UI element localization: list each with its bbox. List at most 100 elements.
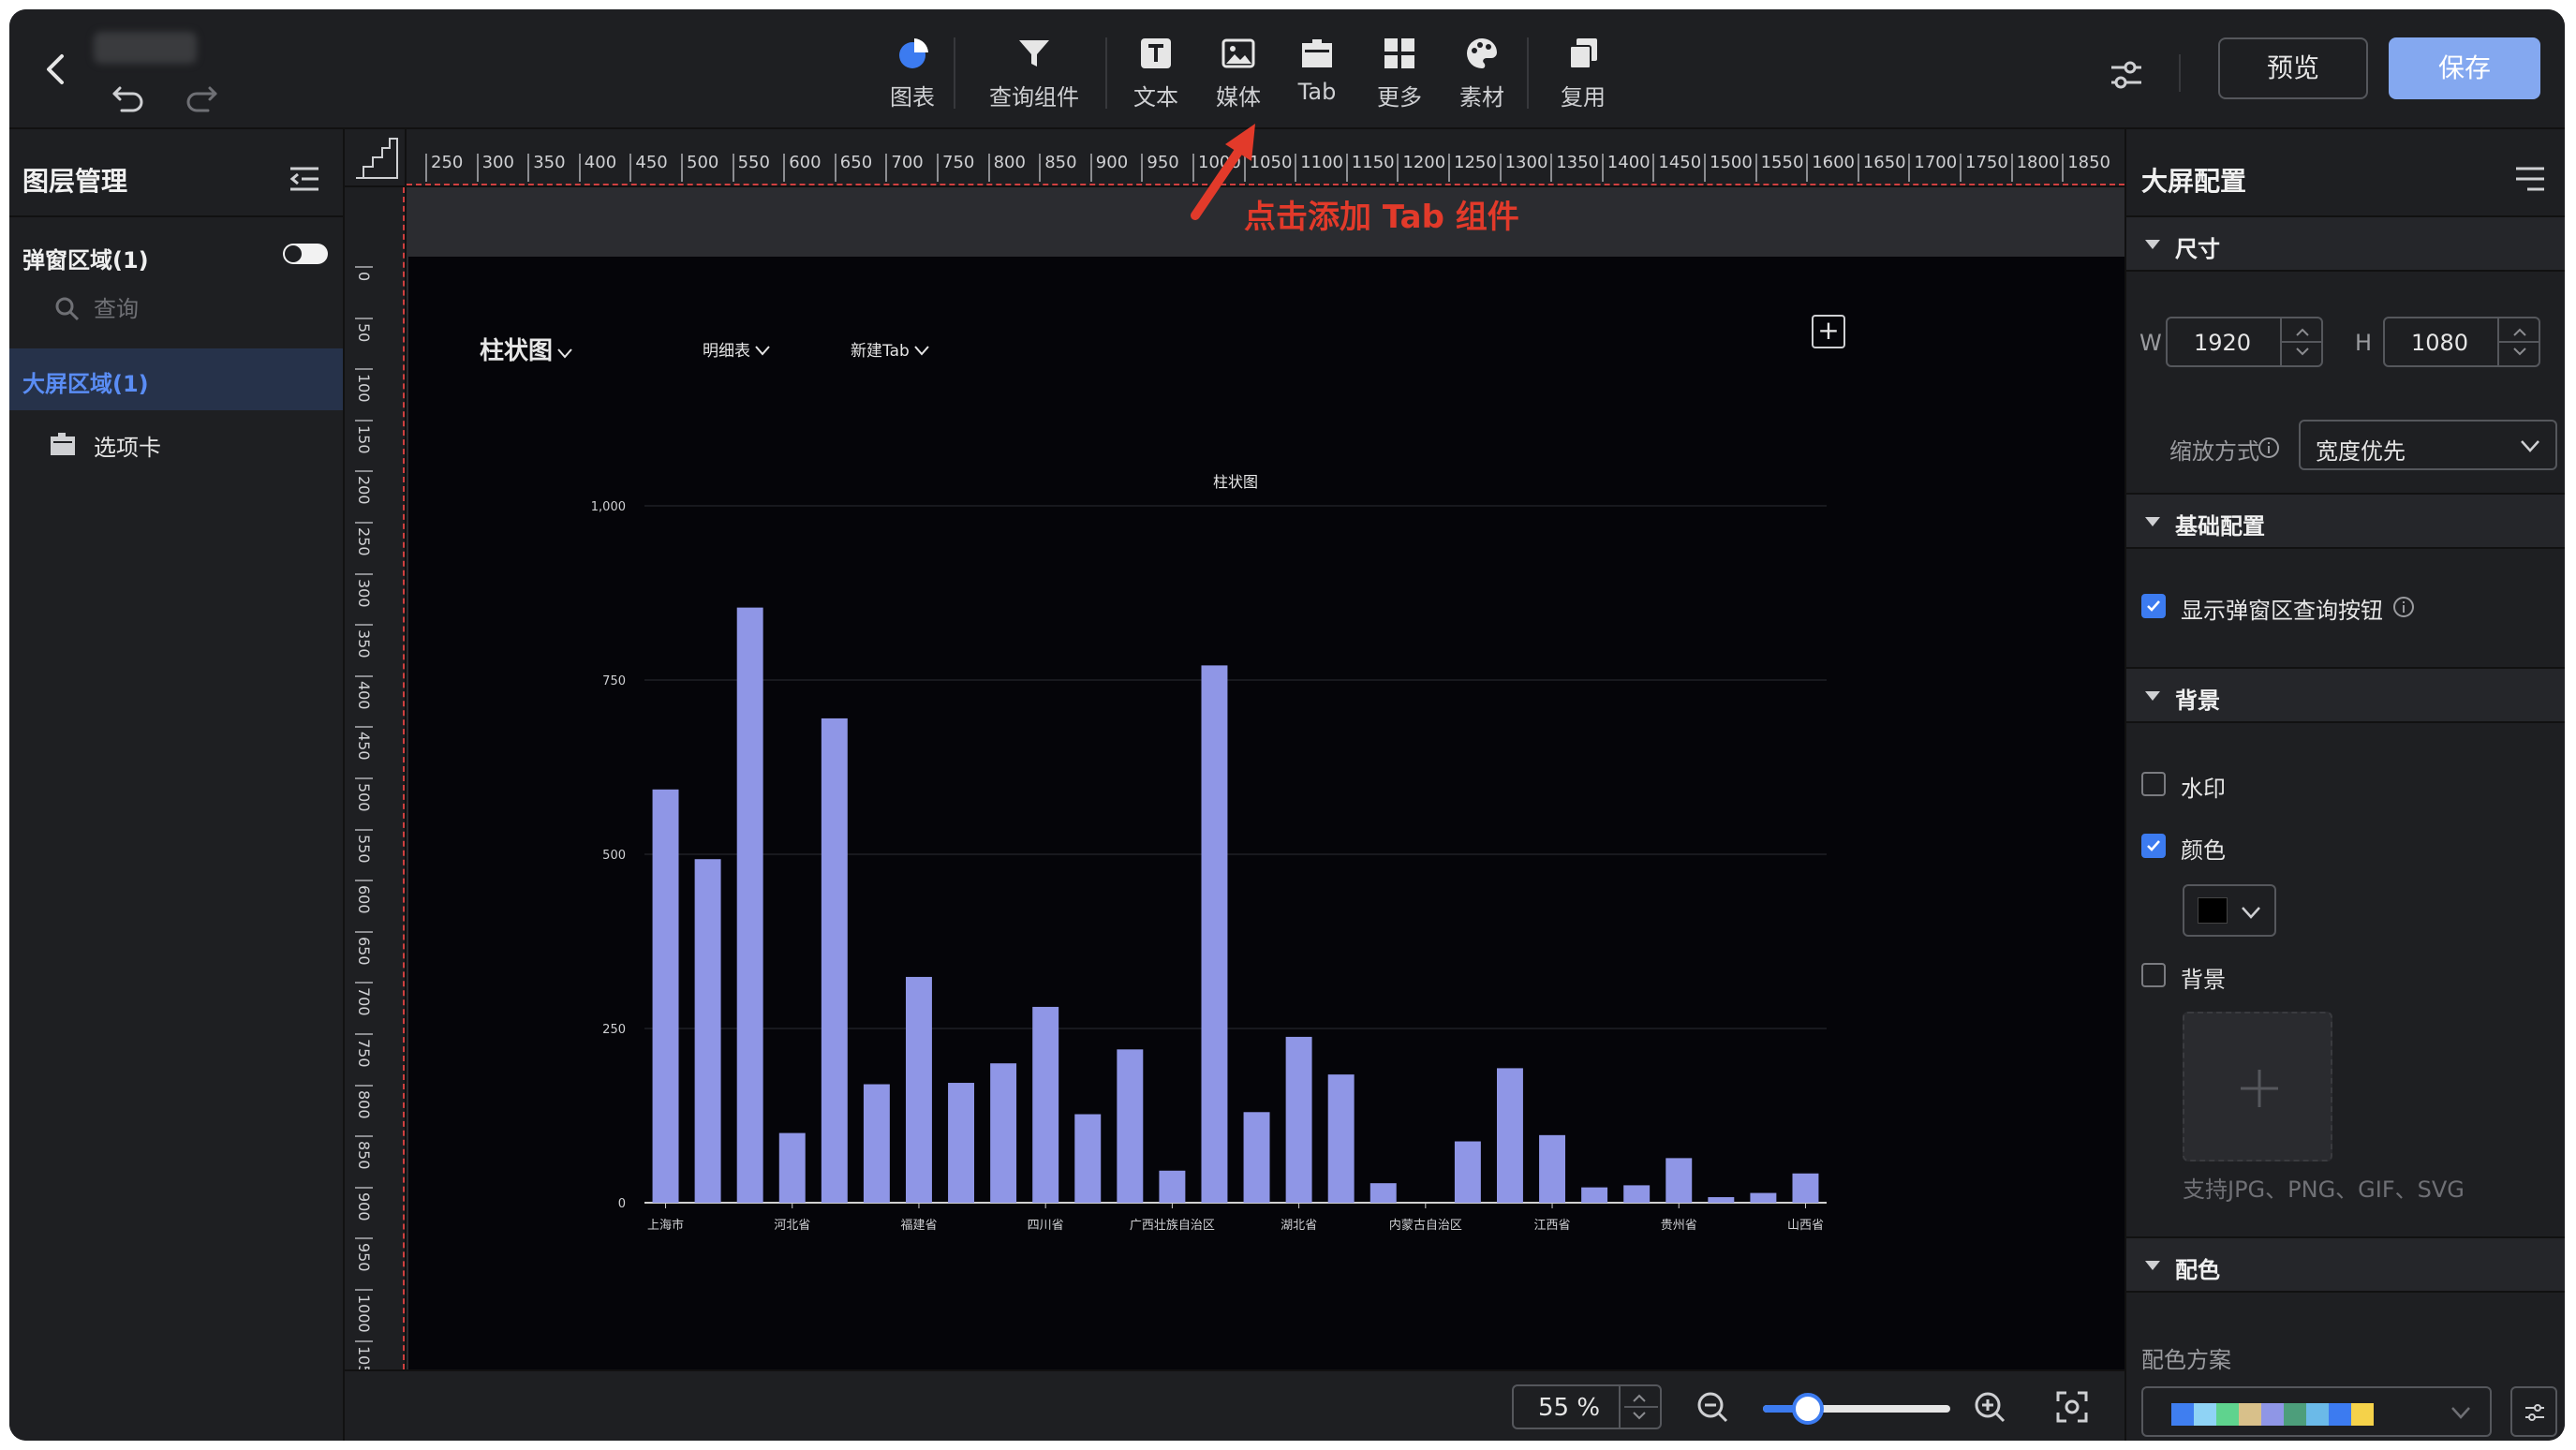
ruler-tick-label: 50 [355, 317, 373, 342]
section-basic-config[interactable]: 基础配置 [2126, 493, 2565, 549]
watermark-label: 水印 [2181, 776, 2226, 802]
ruler-tick-label: 1700 [1908, 154, 1957, 182]
ruler-tick-label: 1550 [1754, 154, 1803, 182]
ruler-tick-label: 800 [355, 1084, 373, 1119]
zoom-in-icon[interactable] [1973, 1390, 2006, 1424]
tool-media[interactable]: 媒体 [1182, 36, 1295, 120]
info-icon[interactable] [2258, 436, 2280, 459]
info-icon[interactable] [2392, 596, 2415, 618]
tab-new-tab[interactable]: 新建Tab [851, 337, 930, 361]
tab-label: 柱状图 [480, 337, 554, 365]
ruler-tick-label: 150 [355, 419, 373, 454]
scale-mode-select[interactable]: 宽度优先 [2299, 420, 2557, 470]
save-button[interactable]: 保存 [2389, 37, 2540, 99]
ruler-tick-label: 300 [355, 572, 373, 608]
zoom-slider[interactable] [1763, 1393, 1950, 1425]
zoom-bar: 55 % [345, 1369, 2124, 1441]
layer-search-input[interactable] [94, 292, 300, 326]
ruler-tick-label: 900 [1089, 154, 1128, 182]
tool-label: 查询组件 [989, 84, 1079, 111]
layer-search[interactable] [43, 290, 324, 328]
height-stepper[interactable] [2497, 318, 2540, 365]
chevron-down-icon [2451, 1407, 2470, 1419]
preview-button[interactable]: 预览 [2218, 37, 2368, 99]
sliders-icon[interactable] [2108, 58, 2145, 92]
caret-down-icon [2145, 1261, 2160, 1270]
layer-panel-title: 图层管理 [22, 166, 128, 197]
ruler-tick-label: 650 [355, 930, 373, 966]
ruler-tick-label: 600 [355, 880, 373, 914]
show-query-button-checkbox[interactable] [2141, 594, 2166, 618]
add-tab-button[interactable]: + [1812, 315, 1845, 348]
tab-icon [1302, 39, 1332, 67]
x-tick-label: 湖北省 [1281, 1219, 1317, 1233]
ruler-tick-label: 200 [355, 470, 373, 505]
ruler-tick-label: 950 [355, 1237, 373, 1272]
ruler-tick-label: 400 [355, 674, 373, 710]
tab-bar-chart[interactable]: 柱状图 [480, 332, 573, 366]
zoom-input[interactable]: 55 % [1512, 1384, 1662, 1429]
section-background[interactable]: 背景 [2126, 667, 2565, 723]
fit-screen-icon[interactable] [2055, 1390, 2089, 1424]
chevron-down-icon [2521, 440, 2539, 452]
tool-label: 更多 [1377, 84, 1422, 111]
sliders-icon [2525, 1404, 2544, 1421]
ruler-tick-label: 350 [355, 624, 373, 658]
zoom-slider-thumb[interactable] [1792, 1393, 1824, 1425]
tool-material[interactable]: 素材 [1426, 36, 1538, 120]
image-icon [1221, 38, 1255, 68]
blurred-title [94, 32, 197, 64]
toolbar-divider [2179, 54, 2181, 92]
undo-icon[interactable] [111, 81, 146, 112]
section-size[interactable]: 尺寸 [2126, 215, 2565, 272]
collapse-panel-icon[interactable] [289, 165, 320, 193]
color-checkbox[interactable] [2141, 834, 2166, 858]
tool-query-component[interactable]: 查询组件 [978, 36, 1090, 120]
x-tick-label: 山西省 [1787, 1219, 1824, 1233]
height-input[interactable]: 1080 [2383, 317, 2540, 367]
toggle-knob [285, 245, 302, 262]
zoom-out-icon[interactable] [1695, 1390, 1729, 1424]
palette-scheme-select[interactable] [2141, 1386, 2492, 1437]
big-screen-area-label: 大屏区域(1) [22, 371, 149, 397]
width-input[interactable]: 1920 [2166, 317, 2323, 367]
bar [652, 789, 679, 1203]
background-image-checkbox[interactable] [2141, 963, 2166, 987]
layer-panel: 图层管理 弹窗区域(1) 大屏区域(1) 选项卡 [9, 129, 345, 1441]
menu-icon[interactable] [2514, 165, 2546, 193]
background-upload[interactable] [2183, 1012, 2332, 1161]
ruler-tick-label: 1400 [1601, 154, 1651, 182]
ruler-tick-label: 400 [578, 154, 616, 182]
width-stepper[interactable] [2280, 318, 2323, 365]
bar [1623, 1185, 1651, 1203]
layer-item-tabs[interactable]: 选项卡 [9, 416, 343, 472]
big-screen-area-row[interactable]: 大屏区域(1) [9, 348, 343, 410]
tool-text[interactable]: 文本 [1100, 36, 1212, 120]
chevron-down-icon [755, 346, 770, 356]
back-arrow-icon[interactable] [37, 51, 75, 88]
tool-more[interactable]: 更多 [1343, 36, 1456, 120]
big-screen-canvas[interactable]: 柱状图 明细表 新建Tab + 柱状图 0 250 500 750 1,000 上海市 河北省… [408, 257, 2124, 1369]
tool-chart[interactable]: 图表 [856, 36, 969, 120]
ruler-tick-label: 1050 [1243, 154, 1292, 182]
zoom-stepper[interactable] [1619, 1386, 1660, 1428]
ruler-tick-label: 250 [355, 522, 373, 556]
tool-reuse[interactable]: 复用 [1527, 36, 1639, 120]
pie-chart-icon [899, 38, 928, 68]
bar [1159, 1170, 1186, 1203]
ruler-tick-label: 700 [355, 982, 373, 1016]
color-swatch [2198, 897, 2228, 924]
redo-icon[interactable] [184, 81, 219, 112]
popup-area-toggle[interactable] [283, 244, 328, 264]
palette-settings-button[interactable] [2510, 1386, 2557, 1437]
height-value: 1080 [2411, 330, 2469, 356]
palette-color-swatch [2306, 1403, 2329, 1426]
background-color-picker[interactable] [2183, 884, 2276, 937]
tool-tab[interactable]: Tab [1261, 36, 1373, 120]
tab-detail-table[interactable]: 明细表 [703, 337, 771, 361]
canvas-area: 250 300 350 400 450 500 550 600 650 700 750 800 850 9… [345, 124, 2124, 1441]
palette-swatches [2171, 1403, 2374, 1426]
watermark-checkbox[interactable] [2141, 772, 2166, 796]
ruler-tick-label: 0 [355, 266, 373, 282]
section-palette[interactable]: 配色 [2126, 1236, 2565, 1293]
